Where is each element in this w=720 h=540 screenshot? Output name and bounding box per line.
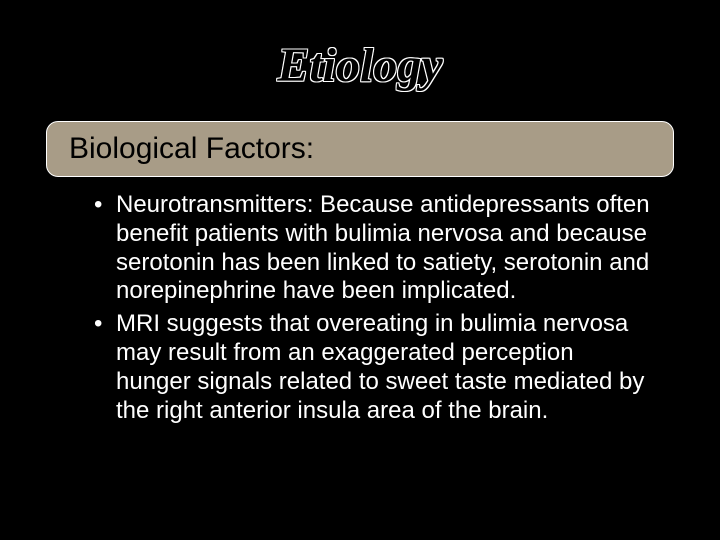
- heading-pill: Biological Factors:: [46, 121, 674, 177]
- bullet-item: MRI suggests that overeating in bulimia …: [94, 310, 652, 425]
- bullet-item: Neurotransmitters: Because antidepressan…: [94, 191, 652, 306]
- slide-title: Etiology: [40, 38, 680, 93]
- bullet-list: Neurotransmitters: Because antidepressan…: [40, 191, 680, 425]
- slide-container: Etiology Biological Factors: Neurotransm…: [0, 0, 720, 540]
- heading-text: Biological Factors:: [69, 132, 314, 165]
